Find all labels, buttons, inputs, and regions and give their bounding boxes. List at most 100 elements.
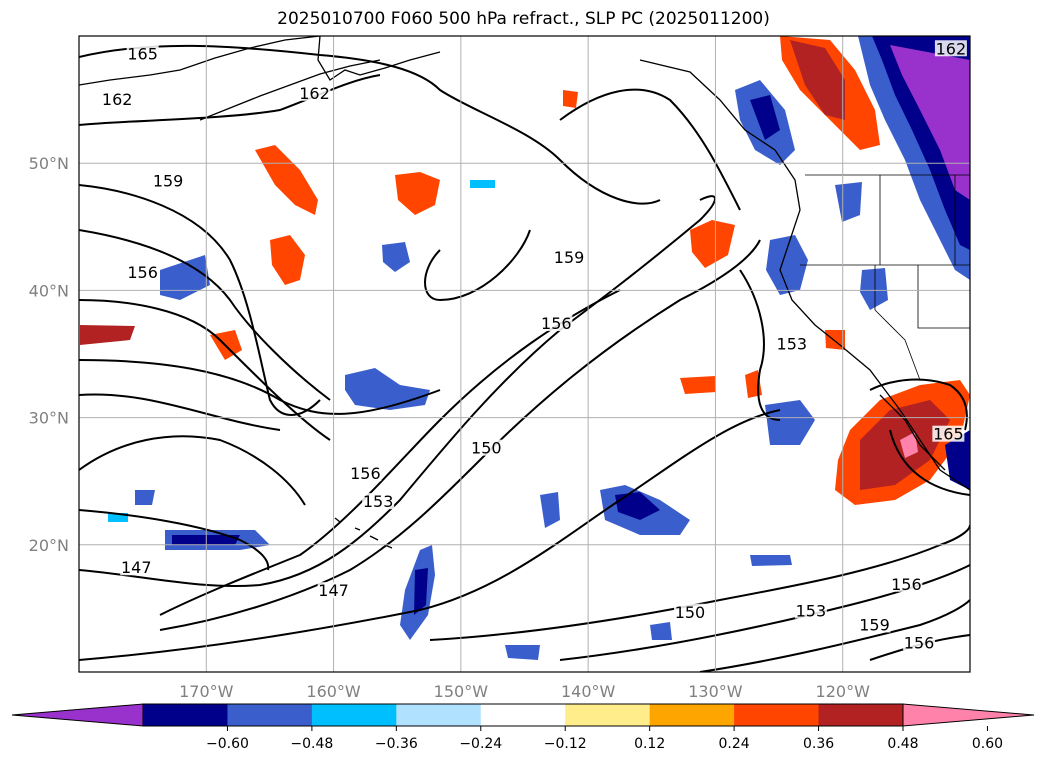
positive-anomaly-area xyxy=(563,90,578,108)
state-border xyxy=(917,265,970,329)
contour-label-background xyxy=(152,172,185,189)
north-america-coastline xyxy=(639,59,970,491)
negative-anomaly-area xyxy=(766,235,808,295)
contour-label: 156 xyxy=(904,633,935,652)
positive-anomaly-area xyxy=(680,376,716,394)
contour-line xyxy=(79,409,781,661)
longitude-tick-label: 120°W xyxy=(816,682,871,701)
contour-label-background xyxy=(120,559,153,576)
positive-anomaly-area xyxy=(80,325,135,345)
contour-line xyxy=(159,289,621,616)
colorbar-extend-min xyxy=(11,703,144,727)
colorbar-bin xyxy=(565,704,651,726)
positive-anomaly-area xyxy=(790,40,845,120)
contour-label-background xyxy=(858,616,891,633)
state-border xyxy=(874,265,921,381)
negative-anomaly-area xyxy=(160,255,210,300)
colorbar-group: −0.60 −0.48 −0.36 −0.24 −0.12 0.12 0.24 0.36 0.4… xyxy=(11,703,1035,752)
negative-anomaly-area xyxy=(860,268,888,310)
colorbar-tick-label: 0.24 xyxy=(719,736,750,752)
contour-label-background xyxy=(298,84,331,101)
contour-line xyxy=(79,393,281,431)
contour-label-background xyxy=(540,315,573,332)
contour-label: 153 xyxy=(363,492,394,511)
contour-line xyxy=(889,429,970,496)
negative-anomaly-area xyxy=(345,368,430,410)
longitude-tick-label: 140°W xyxy=(561,682,616,701)
contour-label-background xyxy=(673,603,706,620)
negative-anomaly-area xyxy=(890,45,970,200)
slp-contours xyxy=(79,44,970,672)
contour-line xyxy=(79,184,321,416)
contour-label: 153 xyxy=(796,601,827,620)
negative-anomaly-area xyxy=(945,430,970,490)
colorbar-bin xyxy=(734,704,820,726)
contour-line xyxy=(869,378,968,431)
political-boundaries xyxy=(800,174,970,381)
colorbar-bin xyxy=(480,704,566,726)
contour-line xyxy=(79,195,716,588)
contour-line xyxy=(79,299,331,441)
contour-label: 159 xyxy=(153,172,184,191)
positive-anomaly-area xyxy=(395,172,440,215)
contour-line xyxy=(79,435,306,506)
contour-label-background xyxy=(126,264,159,281)
alaska-coastline xyxy=(317,36,441,81)
contour-label: 156 xyxy=(541,314,572,333)
contour-label-background xyxy=(890,575,923,592)
baja-coastline xyxy=(879,394,946,471)
colorbar-tick-label: 0.60 xyxy=(972,736,1003,752)
contour-label-background xyxy=(126,45,159,62)
colorbar-bin xyxy=(396,704,482,726)
negative-anomaly-area xyxy=(505,645,540,660)
contour-label: 165 xyxy=(933,425,964,444)
contour-label: 147 xyxy=(318,581,349,600)
contour-label-group: 165 162 162 159 156 159 156 153 150 156 153 147 147 1… xyxy=(101,39,967,652)
longitude-tick-label: 130°W xyxy=(688,682,743,701)
contour-label: 162 xyxy=(299,84,330,103)
latitude-tick-label: 40°N xyxy=(29,281,69,300)
contour-line xyxy=(739,269,781,421)
contour-label-background xyxy=(553,248,586,265)
alaska-coastline xyxy=(79,36,321,86)
latitude-tick-label: 50°N xyxy=(29,154,69,173)
contour-label: 165 xyxy=(127,44,158,63)
longitude-tick-label: 160°W xyxy=(306,682,361,701)
contour-label: 156 xyxy=(891,575,922,594)
contour-label: 156 xyxy=(127,263,158,282)
negative-anomaly-area xyxy=(382,242,410,272)
contour-label: 147 xyxy=(121,558,152,577)
contour-label-background xyxy=(775,335,808,352)
colorbar-bin xyxy=(227,704,313,726)
longitude-tick-label: 170°W xyxy=(179,682,234,701)
negative-anomaly-area xyxy=(835,182,862,222)
contour-label: 156 xyxy=(350,464,381,483)
axis-labels: 50°N 40°N 30°N 20°N 170°W 160°W 150°W 140°W 130°… xyxy=(29,154,870,701)
positive-anomaly-area xyxy=(270,235,305,285)
colorbar-bin xyxy=(818,704,904,726)
contour-label-background xyxy=(349,465,382,482)
contour-label-background xyxy=(932,425,965,442)
positive-anomaly-area xyxy=(690,220,735,268)
latitude-tick-label: 30°N xyxy=(29,409,69,428)
contour-label: 150 xyxy=(675,603,706,622)
contour-line xyxy=(429,524,970,641)
colorbar-tick-label: −0.24 xyxy=(459,736,502,752)
contour-label: 162 xyxy=(102,90,133,109)
map-frame xyxy=(78,35,971,673)
contour-label: 162 xyxy=(936,39,967,58)
negative-anomaly-area xyxy=(135,490,155,505)
latitude-tick-label: 20°N xyxy=(29,536,69,555)
colorbar-tick-label: 0.48 xyxy=(887,736,918,752)
negative-anomaly-area xyxy=(750,555,792,566)
colorbar-bin xyxy=(143,704,228,726)
aleutian-islands xyxy=(199,59,381,121)
contour-label-background xyxy=(101,91,134,108)
contour-label: 150 xyxy=(471,439,502,458)
colorbar-tick-label: −0.48 xyxy=(290,736,333,752)
colorbar-tick-label: 0.12 xyxy=(634,736,665,752)
contour-line xyxy=(79,44,661,205)
contour-label-background xyxy=(794,602,827,619)
contour-label: 153 xyxy=(777,334,808,353)
